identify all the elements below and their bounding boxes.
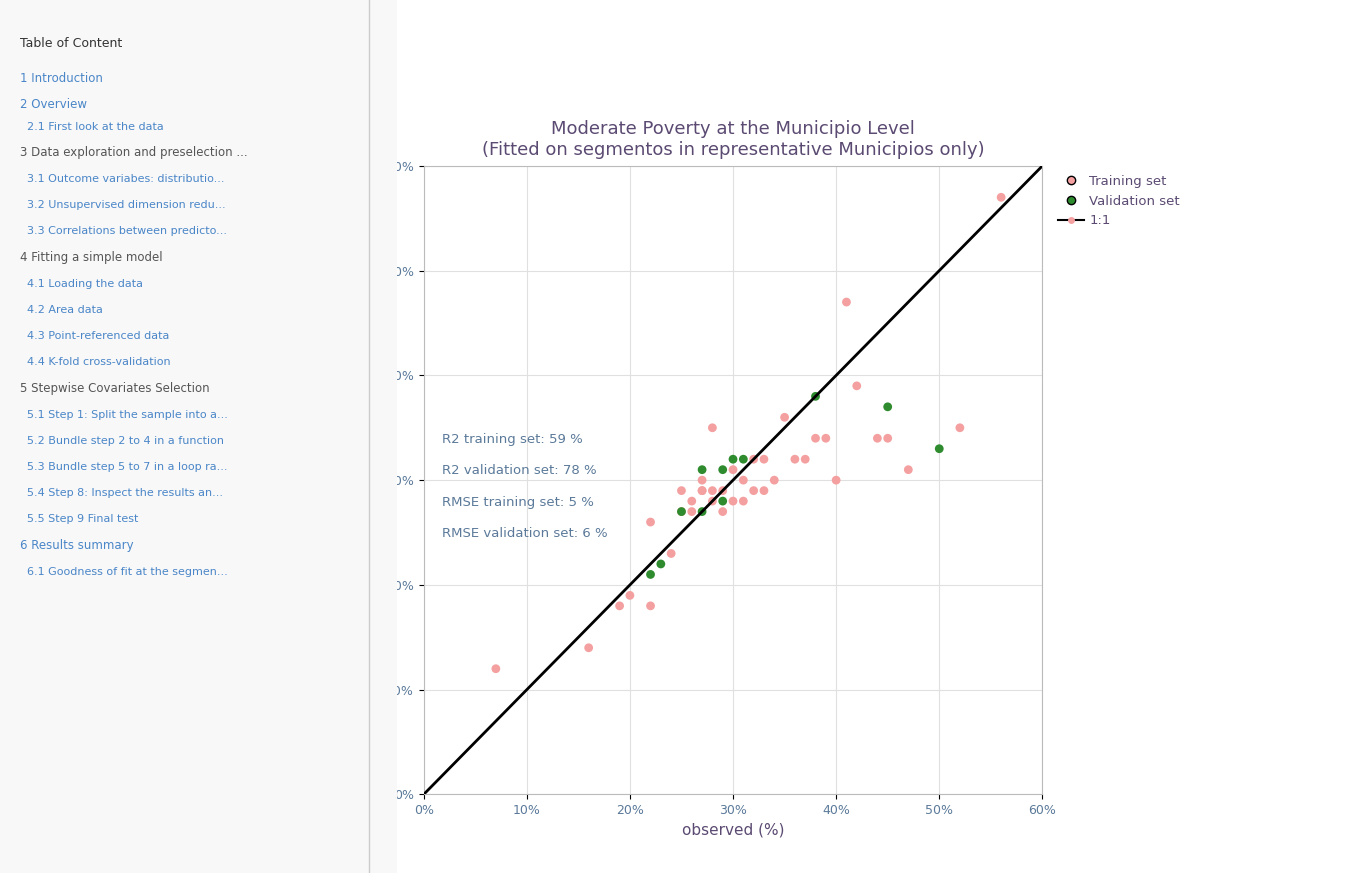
Text: 5.3 Bundle step 5 to 7 in a loop ra...: 5.3 Bundle step 5 to 7 in a loop ra... [20, 462, 227, 472]
Point [702, 484, 724, 498]
Point [795, 452, 816, 466]
Text: 3.2 Unsupervised dimension redu...: 3.2 Unsupervised dimension redu... [20, 200, 226, 210]
Text: 4.2 Area data: 4.2 Area data [20, 305, 102, 315]
Point [826, 473, 847, 487]
Text: R2 validation set: 78 %: R2 validation set: 78 % [443, 464, 597, 478]
Point [681, 505, 702, 519]
Text: 4.4 K-fold cross-validation: 4.4 K-fold cross-validation [20, 357, 171, 368]
Text: Table of Content: Table of Content [20, 38, 122, 50]
Point [928, 442, 950, 456]
Text: 4.3 Point-referenced data: 4.3 Point-referenced data [20, 331, 169, 341]
Point [691, 505, 713, 519]
Point [877, 431, 898, 445]
Point [691, 473, 713, 487]
Point [691, 484, 713, 498]
Point [722, 463, 744, 477]
Text: 5.4 Step 8: Inspect the results an...: 5.4 Step 8: Inspect the results an... [20, 488, 223, 498]
Point [764, 473, 785, 487]
Point [742, 484, 764, 498]
Point [990, 190, 1011, 204]
Point [640, 599, 662, 613]
Point [846, 379, 868, 393]
Title: Moderate Poverty at the Municipio Level
(Fitted on segmentos in representative M: Moderate Poverty at the Municipio Level … [482, 120, 985, 159]
Point [950, 421, 971, 435]
Text: R2 training set: 59 %: R2 training set: 59 % [443, 433, 582, 446]
Point [578, 641, 600, 655]
Text: RMSE training set: 5 %: RMSE training set: 5 % [443, 496, 594, 509]
Point [650, 557, 671, 571]
Point [753, 484, 775, 498]
Point [733, 473, 755, 487]
Legend: Training set, Validation set, 1:1: Training set, Validation set, 1:1 [1056, 173, 1182, 230]
Text: 3.3 Correlations between predicto...: 3.3 Correlations between predicto... [20, 226, 227, 237]
Point [640, 567, 662, 581]
Point [640, 515, 662, 529]
Point [671, 505, 693, 519]
Text: 5.2 Bundle step 2 to 4 in a function: 5.2 Bundle step 2 to 4 in a function [20, 436, 223, 446]
Point [609, 599, 631, 613]
Point [691, 484, 713, 498]
Text: 5.1 Step 1: Split the sample into a...: 5.1 Step 1: Split the sample into a... [20, 409, 227, 420]
Text: 2.1 First look at the data: 2.1 First look at the data [20, 121, 164, 132]
Point [753, 452, 775, 466]
Point [897, 463, 919, 477]
Text: RMSE validation set: 6 %: RMSE validation set: 6 % [443, 527, 608, 540]
Point [742, 452, 764, 466]
Text: 2 Overview: 2 Overview [20, 99, 87, 111]
Point [804, 389, 826, 403]
Text: 5.5 Step 9 Final test: 5.5 Step 9 Final test [20, 514, 139, 525]
Text: 5 Stepwise Covariates Selection: 5 Stepwise Covariates Selection [20, 382, 210, 395]
Text: 4 Fitting a simple model: 4 Fitting a simple model [20, 251, 163, 264]
Point [712, 494, 733, 508]
Point [712, 484, 733, 498]
Y-axis label: predicted (%): predicted (%) [364, 428, 379, 533]
Point [681, 494, 702, 508]
Point [702, 421, 724, 435]
Point [671, 505, 693, 519]
Point [660, 546, 682, 560]
Point [722, 494, 744, 508]
Text: 1 Introduction: 1 Introduction [20, 72, 102, 85]
Point [619, 588, 640, 602]
Point [691, 463, 713, 477]
Point [773, 410, 795, 424]
Point [877, 400, 898, 414]
Point [815, 431, 837, 445]
Point [712, 505, 733, 519]
Point [733, 452, 755, 466]
Point [784, 452, 806, 466]
Point [702, 494, 724, 508]
Text: 6.1 Goodness of fit at the segmen...: 6.1 Goodness of fit at the segmen... [20, 567, 227, 577]
Text: 6 Results summary: 6 Results summary [20, 540, 133, 552]
Point [804, 431, 826, 445]
Point [835, 295, 857, 309]
Text: 3 Data exploration and preselection ...: 3 Data exploration and preselection ... [20, 147, 247, 159]
Point [866, 431, 888, 445]
Point [733, 494, 755, 508]
Point [671, 484, 693, 498]
Point [722, 452, 744, 466]
Text: 3.1 Outcome variabes: distributio...: 3.1 Outcome variabes: distributio... [20, 174, 225, 184]
Point [486, 662, 507, 676]
Point [712, 463, 733, 477]
Text: 4.1 Loading the data: 4.1 Loading the data [20, 278, 143, 289]
X-axis label: observed (%): observed (%) [682, 822, 784, 838]
